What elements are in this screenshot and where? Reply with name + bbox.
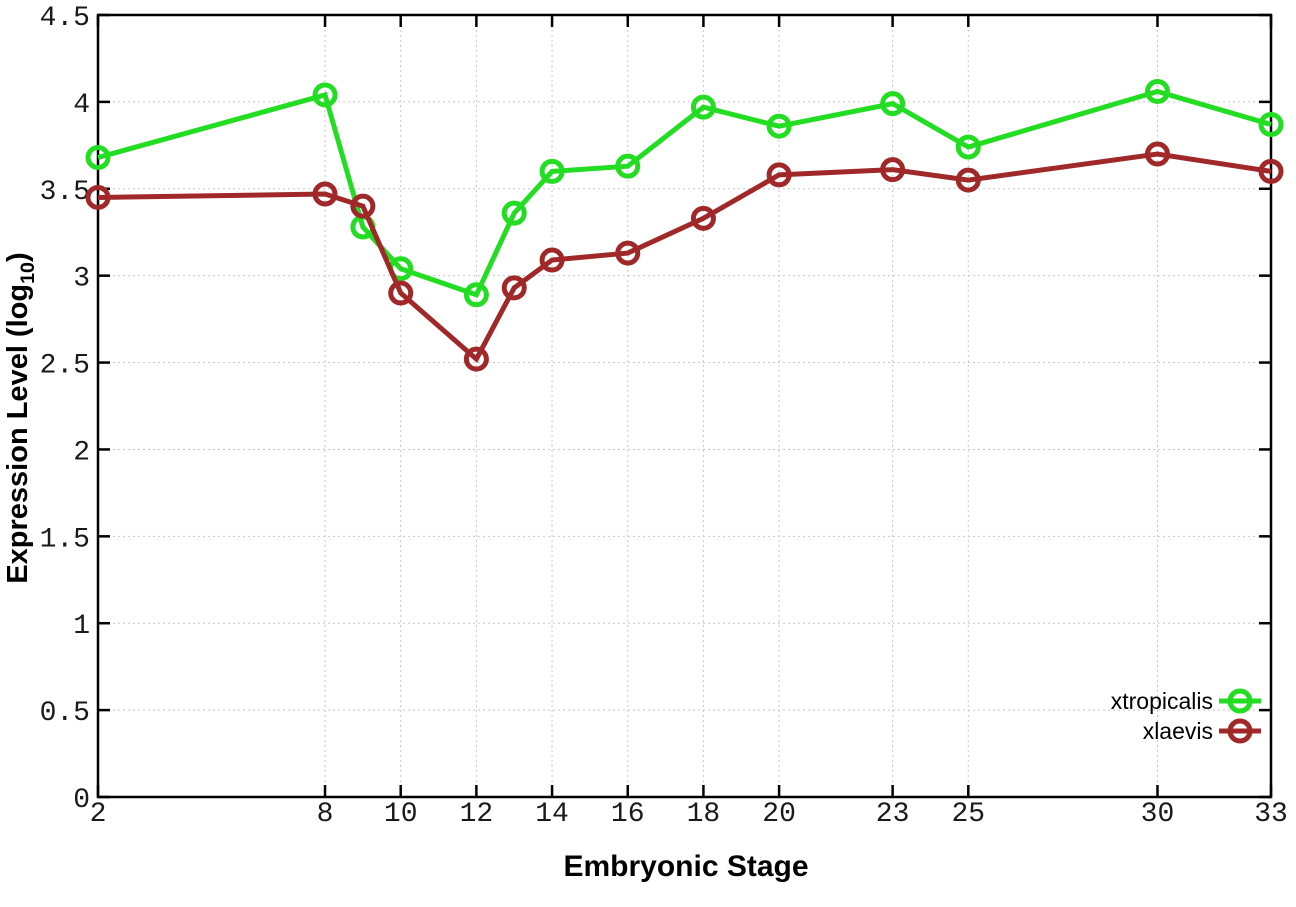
data-point-xtropicalis [1144,78,1170,104]
x-axis-title: Embryonic Stage [563,850,809,883]
data-point-xlaevis [463,346,489,372]
data-point-xlaevis [955,167,981,193]
data-point-xtropicalis [312,82,338,108]
x-tick-label: 2 [90,799,107,830]
y-axis-title-close: ) [2,252,35,262]
data-point-xtropicalis [880,91,906,117]
x-tick-label: 18 [687,799,721,830]
x-tick-label: 12 [460,799,494,830]
legend-label-xtropicalis: xtropicalis [1111,688,1213,714]
data-point-xtropicalis [501,200,527,226]
data-point-xlaevis [501,275,527,301]
y-tick-label: 4 [73,90,90,121]
y-axis-title: Expression Level (log10) [2,252,40,583]
x-tick-label: 8 [317,799,334,830]
legend-marker-icon [1227,718,1253,744]
data-point-xlaevis [1258,158,1284,184]
data-point-xtropicalis [539,158,565,184]
x-tick-label: 16 [611,799,645,830]
data-point-xlaevis [615,240,641,266]
data-point-xlaevis [539,247,565,273]
y-tick-label: 1 [73,611,90,642]
legend-label-xlaevis: xlaevis [1143,718,1213,744]
data-point-xtropicalis [690,94,716,120]
x-tick-label: 30 [1141,799,1175,830]
series-line-xlaevis [97,151,1272,364]
y-tick-label: 0 [73,785,90,816]
data-point-xlaevis [766,162,792,188]
y-axis-title-subscript: 10 [16,261,39,284]
data-point-xtropicalis [1258,111,1284,137]
data-point-xlaevis [350,193,376,219]
y-tick-label: 1.5 [40,524,90,555]
data-point-xtropicalis [766,113,792,139]
data-point-xlaevis [1144,141,1170,167]
data-point-xlaevis [690,205,716,231]
plot-border [96,13,1273,799]
y-tick-label: 2 [73,437,90,468]
data-point-xtropicalis [955,134,981,160]
y-tick-label: 4.5 [40,3,90,34]
data-point-xtropicalis [85,144,111,170]
y-tick-label: 3 [73,264,90,295]
y-tick-label: 3.5 [40,177,90,208]
data-point-xlaevis [312,181,338,207]
y-tick-label: 0.5 [40,698,90,729]
legend-marker-icon [1227,688,1253,714]
x-tick-label: 33 [1254,799,1288,830]
x-tick-label: 20 [762,799,796,830]
data-point-xtropicalis [615,153,641,179]
legend-item-xtropicalis: xtropicalis [1111,688,1261,714]
data-point-xtropicalis [463,282,489,308]
x-tick-label: 10 [384,799,418,830]
x-tick-label: 23 [876,799,910,830]
y-tick-label: 2.5 [40,351,90,382]
data-point-xlaevis [880,157,906,183]
data-point-xlaevis [388,280,414,306]
legend-item-xlaevis: xlaevis [1143,718,1261,744]
x-tick-label: 14 [535,799,569,830]
data-point-xlaevis [85,184,111,210]
y-axis-title-text: Expression Level (log [2,283,35,584]
x-tick-label: 25 [951,799,985,830]
